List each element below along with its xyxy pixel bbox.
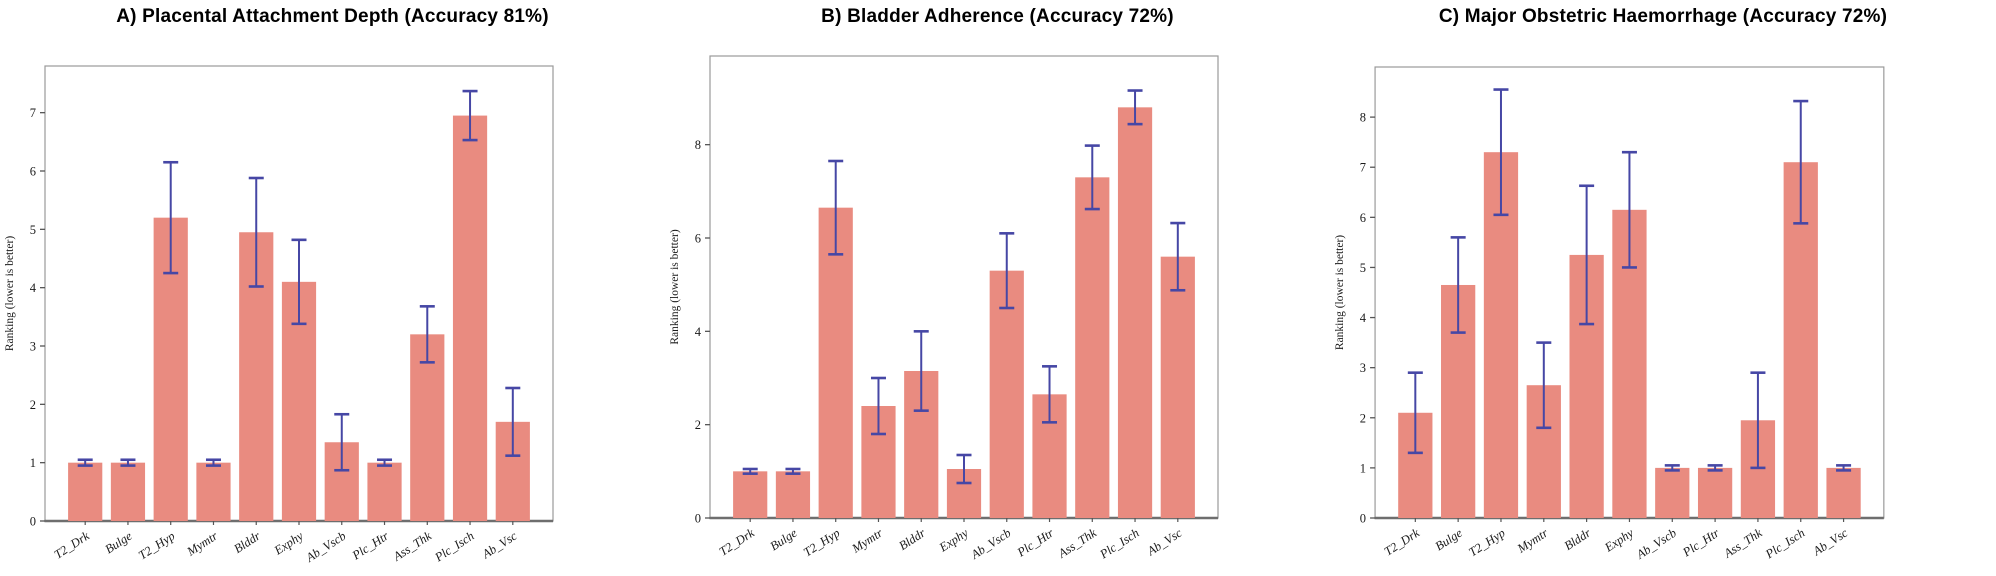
- x-tick-label-Plc_Htr: Plc_Htr: [1014, 526, 1056, 560]
- x-tick-label-Exphy: Exphy: [271, 529, 306, 559]
- y-tick-label: 4: [1360, 311, 1367, 325]
- y-tick-label: 6: [695, 232, 701, 246]
- y-tick-label: 5: [1360, 261, 1366, 275]
- bar-Plc_Isch: [1117, 107, 1153, 518]
- bar-Plc_Htr: [1697, 467, 1733, 518]
- x-tick-label-Plc_Isch: Plc_Isch: [1762, 526, 1807, 562]
- y-tick-label: 5: [30, 223, 36, 237]
- x-tick-label-Blddr: Blddr: [896, 526, 928, 553]
- x-tick-label-Plc_Isch: Plc_Isch: [1097, 526, 1142, 562]
- y-tick-label: 1: [30, 456, 36, 470]
- x-tick-label-Ab_Vscb: Ab_Vscb: [303, 529, 349, 565]
- x-tick-label-Exphy: Exphy: [1601, 526, 1636, 556]
- y-tick-label: 7: [30, 106, 36, 120]
- x-tick-label-Ab_Vscb: Ab_Vscb: [1633, 526, 1679, 562]
- x-tick-label-Plc_Htr: Plc_Htr: [349, 529, 391, 563]
- y-tick-label: 8: [1360, 111, 1366, 125]
- x-tick-label-Ass_Thk: Ass_Thk: [1721, 526, 1765, 562]
- bar-T2_Drk: [733, 471, 768, 518]
- chart-panel-b: B) Bladder Adherence (Accuracy 72%) 0 2 4 6…: [665, 0, 1330, 576]
- y-tick-label: 0: [30, 515, 36, 529]
- y-tick-label: 4: [30, 281, 37, 295]
- y-tick-label: 4: [695, 325, 702, 339]
- bar-Plc_Htr: [367, 462, 402, 521]
- bar-chart-c: 0 1 2 3 4 5 6 7 8 Ranking (lower is better) T2_Drk…: [1334, 66, 1885, 562]
- y-axis-label: Ranking (lower is better): [4, 236, 16, 351]
- x-tick-label-Bulge: Bulge: [102, 529, 134, 557]
- x-tick-label-Plc_Htr: Plc_Htr: [1679, 526, 1721, 560]
- x-tick-label-Ab_Vsc: Ab_Vsc: [1810, 526, 1851, 559]
- x-tick-label-Ab_Vscb: Ab_Vscb: [968, 526, 1014, 562]
- x-tick-label-Ass_Thk: Ass_Thk: [1055, 526, 1099, 562]
- y-tick-label: 3: [30, 340, 36, 354]
- x-tick-label-Bulge: Bulge: [767, 526, 799, 554]
- bar-Plc_Isch: [452, 115, 488, 521]
- bar-Ass_Thk: [1075, 177, 1110, 519]
- x-tick-label-Ab_Vsc: Ab_Vsc: [479, 529, 520, 562]
- chart-panel-c: C) Major Obstetric Haemorrhage (Accuracy…: [1330, 0, 1996, 576]
- x-tick-label-T2_Drk: T2_Drk: [1382, 526, 1423, 559]
- x-tick-label-Bulge: Bulge: [1433, 526, 1465, 554]
- bar-Ab_Vsc: [1826, 467, 1861, 518]
- bar-Ab_Vsc: [1160, 256, 1195, 518]
- x-tick-label-Mymtr: Mymtr: [1514, 526, 1551, 556]
- chart-panel-a: A) Placental Attachment Depth (Accuracy …: [0, 0, 665, 576]
- chart-title-c: C) Major Obstetric Haemorrhage (Accuracy…: [1438, 6, 1888, 27]
- y-tick-label: 1: [1360, 461, 1366, 475]
- chart-title-b: B) Bladder Adherence (Accuracy 72%): [821, 6, 1174, 27]
- x-tick-label-Ass_Thk: Ass_Thk: [390, 529, 434, 565]
- bar-Ass_Thk: [410, 334, 445, 521]
- bar-Ab_Vscb: [989, 270, 1024, 518]
- y-tick-label: 2: [1360, 411, 1366, 425]
- x-tick-label-Mymtr: Mymtr: [849, 526, 886, 557]
- x-tick-label-T2_Hyp: T2_Hyp: [801, 526, 842, 560]
- x-tick-label-Ab_Vsc: Ab_Vsc: [1144, 526, 1185, 559]
- y-axis-label: Ranking (lower is better): [669, 229, 681, 344]
- y-tick-label: 8: [695, 138, 701, 152]
- x-tick-label-Plc_Isch: Plc_Isch: [432, 529, 477, 565]
- x-tick-label-Blddr: Blddr: [231, 529, 263, 556]
- bar-Bulge: [775, 471, 811, 518]
- y-tick-label: 7: [1360, 161, 1366, 175]
- bar-T2_Drk: [68, 462, 103, 521]
- y-tick-label: 2: [695, 418, 701, 432]
- y-axis-label: Ranking (lower is better): [1334, 235, 1346, 350]
- x-tick-label-T2_Hyp: T2_Hyp: [136, 529, 177, 563]
- y-tick-label: 6: [1360, 211, 1366, 225]
- x-tick-label-Exphy: Exphy: [936, 526, 971, 556]
- chart-title-a: A) Placental Attachment Depth (Accuracy …: [116, 6, 549, 27]
- bar-Ab_Vscb: [1655, 467, 1690, 518]
- y-tick-label: 0: [1360, 512, 1366, 526]
- x-tick-label-Mymtr: Mymtr: [184, 529, 221, 560]
- y-tick-label: 3: [1360, 361, 1366, 375]
- x-tick-label-T2_Drk: T2_Drk: [717, 526, 758, 559]
- x-tick-label-T2_Drk: T2_Drk: [52, 529, 93, 562]
- y-tick-label: 2: [30, 398, 36, 412]
- x-tick-label-T2_Hyp: T2_Hyp: [1466, 526, 1507, 560]
- bar-chart-a: 0 1 2 3 4 5 6 7 Ranking (lower is better) T2_Drk B…: [4, 65, 554, 565]
- bar-T2_Hyp: [818, 207, 853, 518]
- y-tick-label: 0: [695, 512, 701, 526]
- x-tick-label-Blddr: Blddr: [1562, 526, 1594, 553]
- y-tick-label: 6: [30, 165, 36, 179]
- bar-Bulge: [110, 462, 146, 521]
- bar-chart-b: 0 2 4 6 8 Ranking (lower is better) T2_Drk Bulg…: [669, 55, 1219, 562]
- bar-Mymtr: [196, 462, 231, 521]
